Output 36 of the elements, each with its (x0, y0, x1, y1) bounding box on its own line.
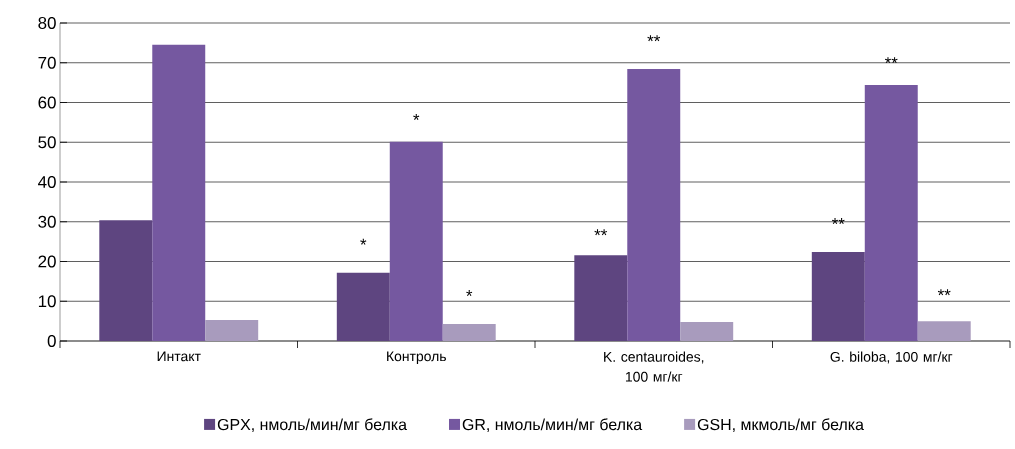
annotation: * (466, 290, 473, 296)
bar (917, 321, 971, 341)
legend-label: GPX, нмоль/мин/мг белка (217, 418, 407, 433)
bar (811, 251, 865, 341)
y-tick-label: 40 (38, 176, 56, 188)
y-tick-label: 60 (38, 96, 56, 109)
annotation: ** (831, 218, 845, 225)
annotation: ** (594, 229, 608, 236)
bar (864, 85, 918, 341)
x-tick-label: G. biloba, 100 мг/кг (830, 351, 953, 364)
bar (205, 319, 259, 341)
y-tick-label: 30 (38, 215, 56, 228)
bar (442, 323, 496, 341)
y-tick-label: 80 (38, 17, 56, 29)
legend-label: GSH, мкмоль/мг белка (697, 418, 864, 433)
bar (99, 220, 153, 341)
bar (680, 321, 734, 341)
bar (627, 69, 681, 341)
bar (574, 255, 628, 341)
annotation: * (413, 114, 420, 120)
y-tick-label: 20 (38, 255, 56, 268)
x-tick-label: K. centauroides, 100 мг/кг (604, 351, 704, 382)
x-tick-label: Интакт (157, 351, 201, 362)
y-tick-label: 50 (38, 136, 56, 149)
y-tick-label: 0 (47, 335, 56, 347)
x-tick-label: Контроль (387, 351, 446, 365)
y-tick-label: 10 (38, 295, 56, 308)
annotation: * (360, 238, 367, 245)
annotation: ** (884, 57, 898, 64)
annotation: ** (937, 289, 951, 296)
bar (336, 272, 390, 341)
annotation: ** (647, 35, 661, 42)
y-tick-label: 70 (38, 56, 56, 69)
bar (389, 141, 443, 341)
bar (152, 44, 206, 341)
legend-label: GR, нмоль/мин/мг белка (462, 418, 643, 433)
